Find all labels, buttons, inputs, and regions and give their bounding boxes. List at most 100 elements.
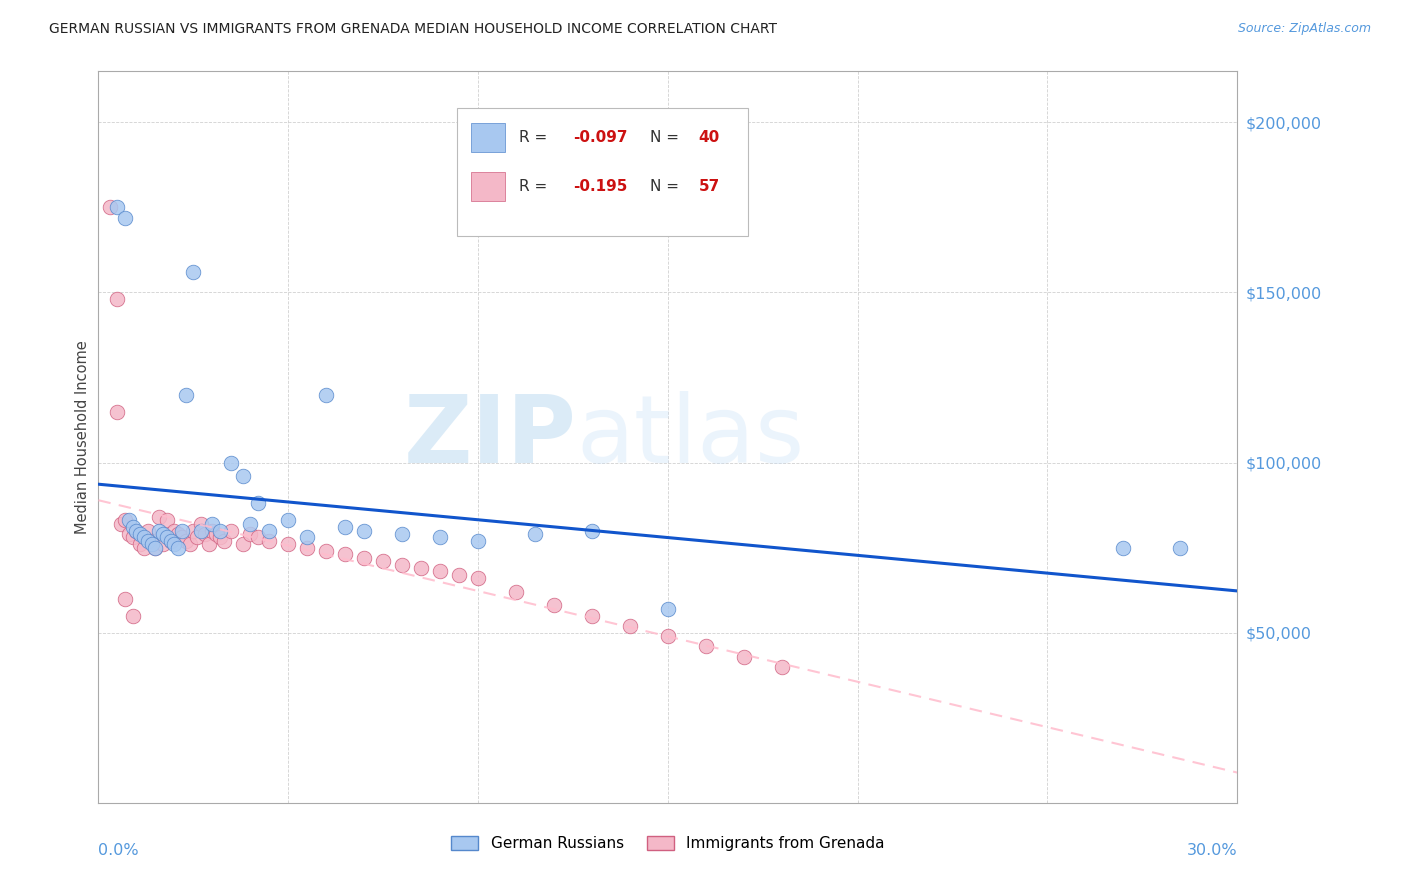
Point <box>183 524 205 538</box>
Point <box>695 640 717 654</box>
Point <box>391 527 413 541</box>
Text: -0.097: -0.097 <box>574 129 628 145</box>
Point <box>277 513 299 527</box>
Point <box>1170 541 1192 555</box>
Point <box>197 537 219 551</box>
Point <box>118 527 141 541</box>
Point <box>239 527 262 541</box>
Point <box>136 533 159 548</box>
Point <box>152 537 174 551</box>
Point <box>148 524 170 538</box>
Point <box>152 527 174 541</box>
Point <box>208 524 231 538</box>
Point <box>208 531 231 545</box>
Point <box>141 533 163 548</box>
Y-axis label: Median Household Income: Median Household Income <box>75 340 90 534</box>
Point <box>118 513 141 527</box>
Point <box>259 533 281 548</box>
Point <box>190 524 212 538</box>
Point <box>770 659 793 673</box>
Point <box>297 541 319 555</box>
Text: -0.195: -0.195 <box>574 178 627 194</box>
Point <box>201 516 224 531</box>
Point <box>136 524 159 538</box>
Point <box>148 510 170 524</box>
Legend: German Russians, Immigrants from Grenada: German Russians, Immigrants from Grenada <box>444 830 891 857</box>
Point <box>335 520 357 534</box>
Point <box>159 533 181 548</box>
Point <box>212 533 235 548</box>
Point <box>183 265 205 279</box>
Point <box>467 571 489 585</box>
Point <box>98 201 121 215</box>
Point <box>657 629 679 643</box>
Point <box>141 537 163 551</box>
Point <box>174 387 197 401</box>
Point <box>129 527 152 541</box>
Point <box>232 537 254 551</box>
FancyBboxPatch shape <box>471 122 505 152</box>
FancyBboxPatch shape <box>457 108 748 235</box>
Point <box>107 201 129 215</box>
Point <box>277 537 299 551</box>
Point <box>194 527 217 541</box>
Text: 0.0%: 0.0% <box>98 843 139 858</box>
Point <box>132 531 155 545</box>
Point <box>114 211 136 225</box>
Point <box>239 516 262 531</box>
Point <box>619 619 641 633</box>
Text: R =: R = <box>519 178 551 194</box>
Text: 57: 57 <box>699 178 720 194</box>
Text: 30.0%: 30.0% <box>1187 843 1237 858</box>
Point <box>107 404 129 418</box>
Point <box>232 469 254 483</box>
Point <box>125 524 148 538</box>
Point <box>335 548 357 562</box>
Point <box>159 533 181 548</box>
Point <box>353 550 375 565</box>
Point <box>186 531 208 545</box>
Text: R =: R = <box>519 129 551 145</box>
Point <box>246 531 269 545</box>
Text: N =: N = <box>650 129 683 145</box>
Point <box>246 496 269 510</box>
Point <box>657 602 679 616</box>
Point <box>1112 541 1135 555</box>
Point <box>581 524 603 538</box>
Point <box>121 608 143 623</box>
Point <box>167 527 190 541</box>
Point <box>107 293 129 307</box>
Text: N =: N = <box>650 178 683 194</box>
Point <box>179 537 201 551</box>
Point <box>315 544 337 558</box>
Point <box>429 565 451 579</box>
Point <box>297 531 319 545</box>
Point <box>221 456 243 470</box>
Point <box>221 524 243 538</box>
FancyBboxPatch shape <box>471 171 505 201</box>
Point <box>163 537 186 551</box>
Point <box>505 585 527 599</box>
Point <box>371 554 394 568</box>
Point <box>315 387 337 401</box>
Point <box>125 524 148 538</box>
Point <box>132 541 155 555</box>
Point <box>201 524 224 538</box>
Point <box>114 513 136 527</box>
Point <box>145 541 167 555</box>
Point <box>259 524 281 538</box>
Point <box>156 513 179 527</box>
Point <box>733 649 755 664</box>
Text: ZIP: ZIP <box>404 391 576 483</box>
Point <box>110 516 132 531</box>
Point <box>467 533 489 548</box>
Point <box>156 531 179 545</box>
Point <box>174 533 197 548</box>
Point <box>429 531 451 545</box>
Point <box>167 541 190 555</box>
Point <box>163 524 186 538</box>
Point <box>170 524 193 538</box>
Point <box>391 558 413 572</box>
Point <box>129 537 152 551</box>
Point <box>449 567 471 582</box>
